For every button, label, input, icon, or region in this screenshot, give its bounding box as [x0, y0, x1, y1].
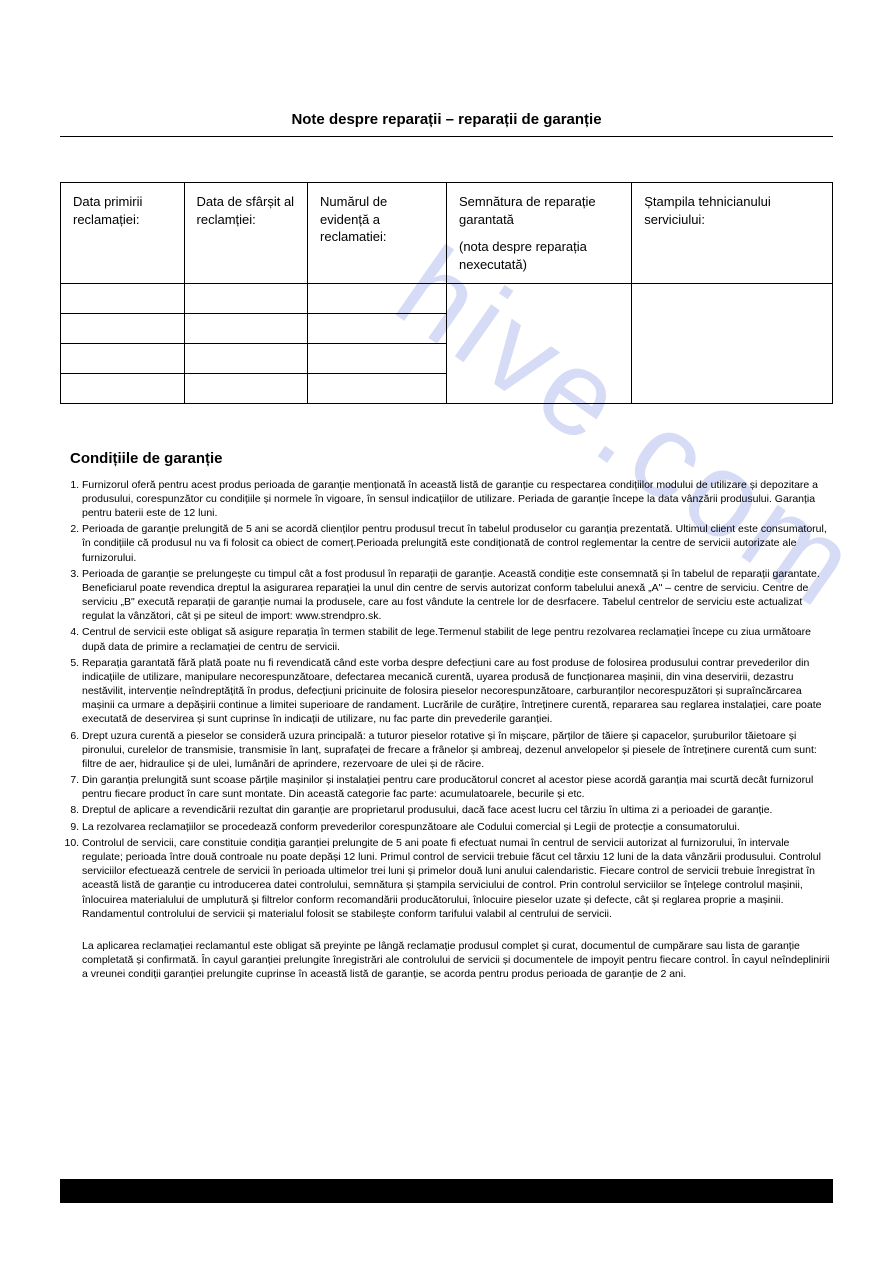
terms-item: Centrul de servicii este obligat să asig… — [82, 625, 833, 653]
terms-item: Controlul de servicii, care constituie c… — [82, 836, 833, 921]
terms-item: Perioada de garanție se prelungește cu t… — [82, 567, 833, 624]
cell-empty — [308, 314, 447, 344]
cell-stamp-merged — [632, 284, 833, 404]
cell-signature-merged — [446, 284, 631, 404]
warranty-repair-table: Data primirii reclamației: Data de sfârș… — [60, 182, 833, 404]
th-end-date: Data de sfârșit al reclamției: — [184, 183, 308, 284]
cell-empty — [308, 344, 447, 374]
terms-footer-paragraph: La aplicarea reclamației reclamantul est… — [82, 939, 833, 982]
table-header-row: Data primirii reclamației: Data de sfârș… — [61, 183, 833, 284]
th-signature-note: (nota despre reparația nexecutată) — [459, 238, 619, 273]
th-stamp: Ștampila tehnicianului serviciului: — [632, 183, 833, 284]
th-signature: Semnătura de reparație garantată (nota d… — [446, 183, 631, 284]
terms-item: Dreptul de aplicare a revendicării rezul… — [82, 803, 833, 817]
terms-item: Reparația garantată fără plată poate nu … — [82, 656, 833, 727]
th-record-number: Numărul de evidență a reclamatiei: — [308, 183, 447, 284]
cell-empty — [184, 374, 308, 404]
terms-list: Furnizorul oferă pentru acest produs per… — [60, 478, 833, 921]
cell-empty — [61, 374, 185, 404]
th-signature-main: Semnătura de reparație garantată — [459, 193, 619, 228]
cell-empty — [61, 284, 185, 314]
page-content: Note despre reparații – reparații de gar… — [60, 110, 833, 981]
th-receipt-date: Data primirii reclamației: — [61, 183, 185, 284]
terms-item: Din garanția prelungită sunt scoase părț… — [82, 773, 833, 801]
cell-empty — [308, 374, 447, 404]
cell-empty — [61, 314, 185, 344]
terms-heading: Condițiile de garanție — [70, 449, 833, 469]
page-title: Note despre reparații – reparații de gar… — [60, 110, 833, 137]
cell-empty — [308, 284, 447, 314]
cell-empty — [184, 344, 308, 374]
cell-empty — [61, 344, 185, 374]
terms-item: La rezolvarea reclamațiilor se procedeaz… — [82, 820, 833, 834]
table-row — [61, 284, 833, 314]
cell-empty — [184, 284, 308, 314]
bottom-black-bar — [60, 1179, 833, 1203]
terms-item: Perioada de garanție prelungită de 5 ani… — [82, 522, 833, 565]
terms-item: Drept uzura curentă a pieselor se consid… — [82, 729, 833, 772]
terms-item: Furnizorul oferă pentru acest produs per… — [82, 478, 833, 521]
cell-empty — [184, 314, 308, 344]
